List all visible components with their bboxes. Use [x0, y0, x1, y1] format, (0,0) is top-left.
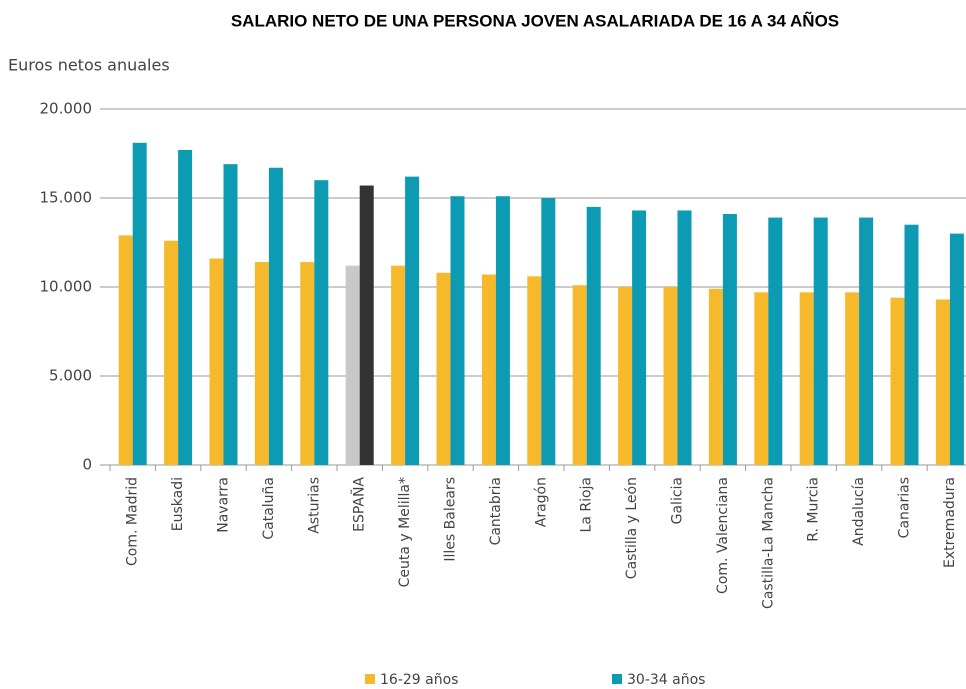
bar	[663, 287, 678, 465]
y-tick-label: 0	[82, 456, 92, 474]
x-tick-label: Navarra	[216, 477, 232, 533]
bar	[405, 176, 420, 465]
bar	[572, 285, 587, 465]
x-tick-label: Euskadi	[170, 477, 186, 531]
x-tick-label: Galicia	[670, 477, 686, 524]
legend-label: 16-29 años	[380, 672, 458, 688]
bar	[754, 292, 769, 465]
bar	[935, 299, 950, 465]
bar	[164, 240, 179, 465]
bar	[314, 180, 329, 465]
bar	[481, 274, 496, 465]
x-tick-label: Canarias	[897, 477, 913, 538]
x-tick-label: ESPAÑA	[351, 477, 368, 532]
bar	[268, 167, 283, 466]
bar	[118, 235, 133, 465]
bar	[859, 217, 874, 465]
bar	[618, 287, 633, 465]
bar	[904, 224, 919, 465]
x-tick-label: Com. Madrid	[125, 477, 141, 566]
x-tick-label: Castilla y León	[624, 477, 640, 579]
bar	[300, 262, 315, 465]
bar	[527, 276, 542, 465]
bar	[450, 196, 465, 465]
legend-label: 30-34 años	[627, 672, 705, 688]
x-tick-label: Andalucía	[851, 477, 867, 546]
x-tick-label: Asturias	[306, 477, 322, 534]
bar	[209, 258, 224, 465]
y-tick-label: 15.000	[40, 189, 93, 207]
x-tick-label: Aragón	[533, 477, 549, 527]
bar	[949, 233, 964, 465]
legend-swatch	[365, 674, 375, 684]
y-axis-label: Euros netos anuales	[8, 56, 170, 75]
bar	[345, 265, 360, 465]
bar	[845, 292, 860, 465]
x-tick-label: Ceuta y Melilla*	[397, 477, 413, 587]
x-tick-label: Extremadura	[942, 477, 958, 568]
legend-swatch	[612, 674, 622, 684]
bar	[890, 297, 905, 465]
bar	[768, 217, 783, 465]
bar	[586, 206, 601, 465]
y-tick-label: 5.000	[49, 367, 92, 385]
x-tick-label: Cantabria	[488, 477, 504, 545]
bar	[495, 196, 510, 465]
bar	[813, 217, 828, 465]
bar	[178, 149, 193, 465]
bar	[632, 210, 647, 465]
bar	[359, 185, 374, 466]
bar	[223, 164, 238, 465]
y-tick-label: 20.000	[40, 100, 93, 118]
bar	[436, 272, 451, 465]
chart-title: SALARIO NETO DE UNA PERSONA JOVEN ASALAR…	[231, 10, 839, 30]
x-tick-label: Illes Balears	[443, 477, 459, 562]
x-tick-label: R. Murcia	[806, 477, 822, 542]
x-tick-label: Com. Valenciana	[715, 477, 731, 594]
x-tick-label: Castilla-La Mancha	[760, 477, 776, 609]
bar	[132, 142, 147, 465]
x-tick-label: Cataluña	[261, 477, 277, 540]
bar	[541, 198, 556, 465]
bar	[799, 292, 814, 465]
x-tick-label: La Rioja	[579, 477, 595, 532]
bar	[677, 210, 692, 465]
bar	[391, 265, 406, 465]
bar	[254, 262, 269, 465]
bar	[722, 214, 737, 465]
bar	[708, 288, 723, 465]
y-tick-label: 10.000	[40, 278, 93, 296]
